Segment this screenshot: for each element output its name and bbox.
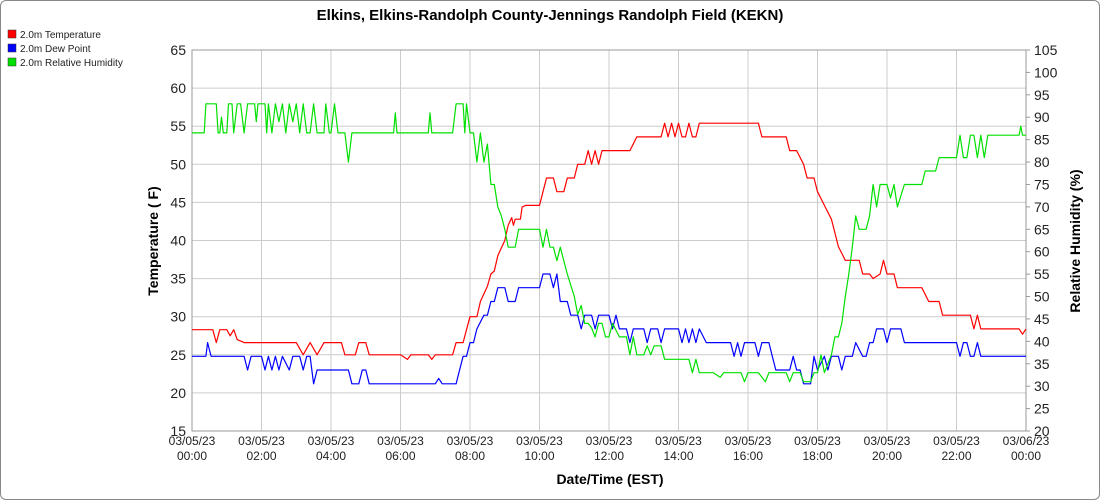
x-tick-time: 10:00 [524,449,554,463]
left-tick-label: 60 [170,80,186,96]
legend-swatch [7,43,17,53]
left-tick-label: 45 [170,194,186,210]
right-tick-label: 60 [1034,244,1050,260]
x-tick-date: 03/05/23 [725,434,772,448]
right-tick-label: 25 [1034,401,1050,417]
right-tick-label: 75 [1034,176,1050,192]
x-tick-date: 03/05/23 [169,434,216,448]
x-tick-time: 06:00 [385,449,415,463]
legend-label: 2.0m Temperature [20,30,101,41]
right-tick-label: 65 [1034,221,1050,237]
x-tick-time: 12:00 [594,449,624,463]
right-tick-label: 105 [1034,42,1058,58]
x-tick-date: 03/05/23 [933,434,980,448]
x-tick-date: 03/05/23 [516,434,563,448]
series-line-1 [192,273,1026,385]
x-tick-time: 02:00 [246,449,276,463]
series-line-0 [192,122,1027,360]
right-tick-label: 45 [1034,311,1050,327]
right-tick-label: 85 [1034,132,1050,148]
x-tick-time: 16:00 [733,449,763,463]
x-tick-date: 03/05/23 [864,434,911,448]
legend-label: 2.0m Dew Point [20,44,91,55]
left-tick-label: 55 [170,118,186,134]
x-tick-time: 00:00 [1011,449,1041,463]
legend-swatch [7,29,17,39]
x-tick-time: 00:00 [177,449,207,463]
right-tick-label: 70 [1034,199,1050,215]
left-tick-label: 35 [170,271,186,287]
plot-border [191,49,1027,432]
x-tick-time: 08:00 [455,449,485,463]
right-tick-label: 35 [1034,356,1050,372]
left-tick-label: 15 [170,423,186,439]
right-axis-label: Relative Humidity (%) [1067,169,1083,312]
right-tick-label: 55 [1034,266,1050,282]
x-tick-time: 20:00 [872,449,902,463]
x-tick-date: 03/06/23 [1003,434,1050,448]
right-tick-label: 50 [1034,289,1050,305]
right-tick-label: 90 [1034,109,1050,125]
right-tick-label: 100 [1034,64,1058,80]
left-tick-label: 30 [170,309,186,325]
legend: 2.0m Temperature 2.0m Dew Point 2.0m Relat… [7,29,123,69]
left-tick-label: 65 [170,42,186,58]
right-axis-ticks: 20 25 30 35 40 45 50 55 60 65 70 75 80 85 90 95 100 105 [1026,42,1058,439]
x-tick-date: 03/05/23 [586,434,633,448]
left-axis-ticks: 15 20 25 30 35 40 45 50 55 60 65 [170,42,186,439]
x-tick-date: 03/05/23 [238,434,285,448]
x-tick-date: 03/05/23 [308,434,355,448]
series-line-2 [192,103,1026,383]
x-tick-time: 22:00 [941,449,971,463]
x-tick-time: 04:00 [316,449,346,463]
right-tick-label: 95 [1034,87,1050,103]
right-tick-label: 40 [1034,333,1050,349]
legend-label: 2.0m Relative Humidity [20,58,123,69]
x-axis-label: Date/Time (EST) [556,471,663,487]
left-tick-label: 25 [170,347,186,363]
x-axis-ticks: 03/05/2300:0003/05/2302:0003/05/2304:000… [169,434,1050,463]
x-tick-time: 14:00 [663,449,693,463]
x-tick-date: 03/05/23 [377,434,424,448]
right-tick-label: 30 [1034,378,1050,394]
x-tick-time: 18:00 [802,449,832,463]
right-tick-label: 80 [1034,154,1050,170]
series-layer [192,103,1027,385]
grid [191,49,1027,432]
x-tick-date: 03/05/23 [447,434,494,448]
left-axis-label: Temperature ( F) [145,186,161,295]
legend-swatch [7,57,17,67]
x-tick-date: 03/05/23 [655,434,702,448]
left-tick-label: 50 [170,156,186,172]
plot-area [191,49,1027,432]
right-tick-label: 20 [1034,423,1050,439]
left-tick-label: 40 [170,233,186,249]
chart-title: Elkins, Elkins-Randolph County-Jennings … [317,7,784,24]
left-tick-label: 20 [170,385,186,401]
x-tick-date: 03/05/23 [794,434,841,448]
